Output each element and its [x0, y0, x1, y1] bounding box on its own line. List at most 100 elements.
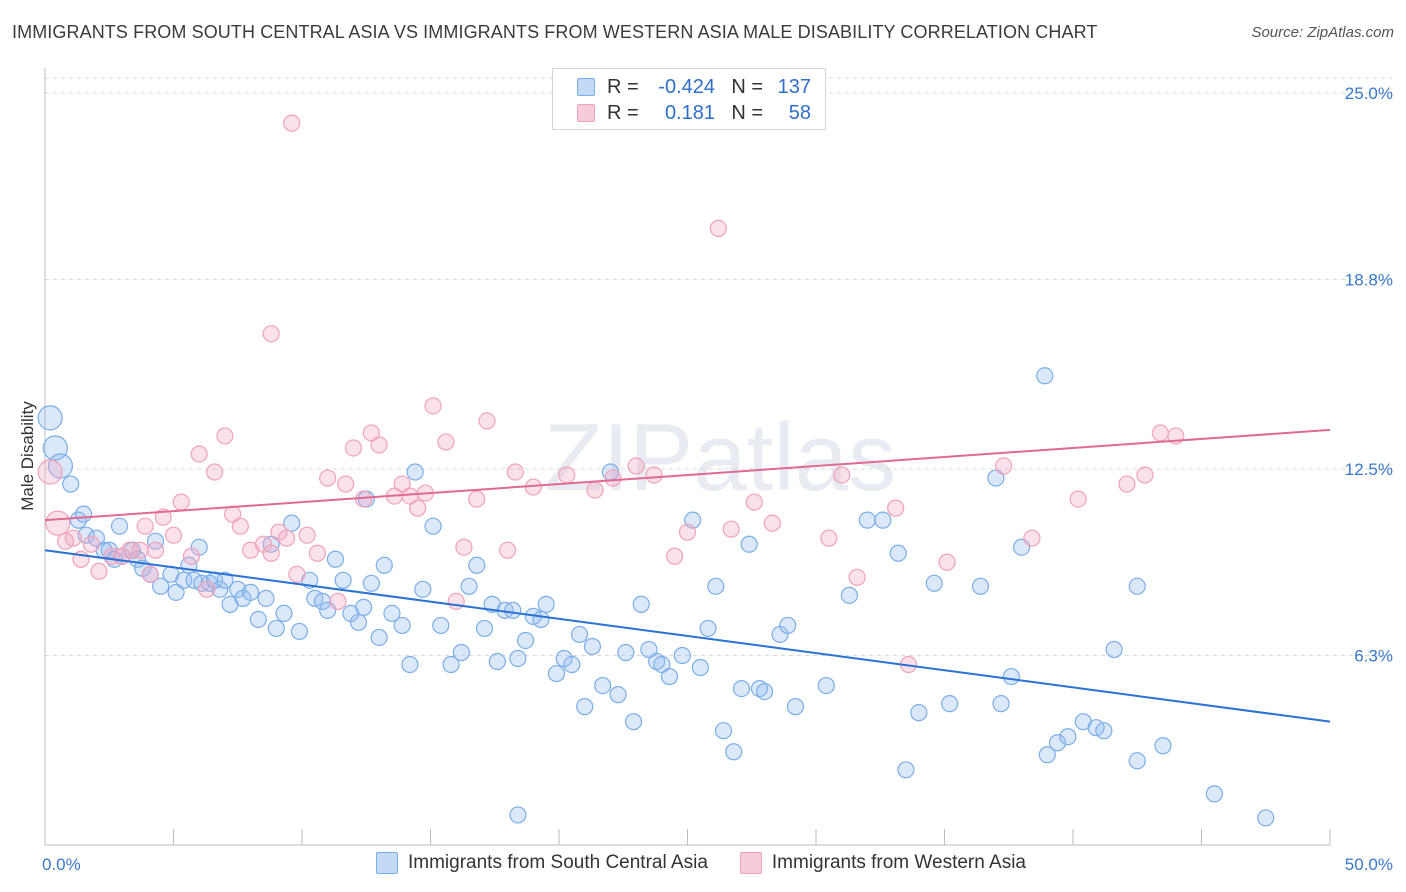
data-point — [488, 652, 506, 671]
data-point — [558, 466, 576, 484]
data-point — [182, 547, 201, 565]
data-point — [499, 541, 517, 559]
data-point — [666, 547, 684, 565]
data-point — [925, 574, 943, 592]
data-point — [249, 610, 267, 629]
legend-row-south-central-asia: R = -0.424 N = 137 — [577, 75, 811, 99]
data-point — [329, 592, 347, 610]
trend-line-western-asia — [44, 428, 1331, 522]
data-point — [987, 469, 1005, 487]
data-point — [1023, 529, 1041, 547]
trend-lines — [44, 428, 1331, 723]
data-point — [64, 529, 82, 547]
data-point — [337, 475, 355, 493]
x-tick-label-max: 50.0% — [1345, 855, 1393, 874]
data-point — [74, 505, 93, 523]
data-point — [745, 493, 763, 511]
data-point — [231, 517, 249, 535]
data-point — [288, 565, 306, 583]
data-point — [242, 583, 260, 601]
data-point — [678, 523, 697, 541]
data-point — [349, 613, 368, 632]
trend-line-south-central-asia — [44, 549, 1331, 723]
data-point — [1118, 475, 1136, 493]
data-point — [442, 655, 460, 674]
data-point — [817, 676, 835, 695]
data-point — [660, 667, 679, 686]
data-point — [355, 598, 373, 616]
data-point — [283, 514, 301, 532]
legend-n-label: N = — [731, 101, 763, 124]
data-point — [146, 532, 165, 550]
legend-r-label: R = — [607, 75, 639, 98]
data-point — [370, 436, 388, 454]
tick-labels: 6.3% 12.5% 18.8% 25.0% 0.0% 50.0% — [42, 84, 1393, 874]
gridlines — [45, 77, 1392, 657]
data-point — [645, 466, 663, 484]
data-point — [206, 463, 224, 481]
data-point — [1154, 737, 1172, 755]
data-point — [90, 562, 108, 580]
data-point — [755, 682, 774, 701]
data-point — [992, 695, 1010, 713]
data-point — [1257, 809, 1275, 827]
data-point — [401, 655, 419, 674]
data-point — [154, 508, 172, 526]
data-point — [617, 643, 635, 662]
data-point — [971, 577, 990, 595]
data-point — [152, 577, 170, 595]
data-point — [190, 445, 208, 463]
data-point — [887, 499, 905, 517]
data-point — [537, 595, 555, 613]
legend-r-value: 0.181 — [664, 101, 715, 124]
legend-item-western-asia: Immigrants from Western Asia — [739, 852, 1026, 874]
data-point — [131, 541, 149, 559]
data-point — [1095, 722, 1113, 740]
legend-n-value: 137 — [777, 75, 811, 98]
data-point — [82, 535, 100, 553]
data-point — [62, 475, 80, 493]
data-point — [383, 604, 401, 622]
data-point — [164, 526, 183, 544]
legend-label: Immigrants from South Central Asia — [408, 852, 708, 873]
data-point — [779, 616, 797, 635]
data-point — [45, 510, 71, 536]
data-point — [298, 526, 316, 544]
data-point — [1151, 424, 1169, 442]
data-point — [504, 601, 522, 619]
data-point — [995, 457, 1013, 475]
data-point — [319, 469, 337, 487]
legend-swatch-blue — [376, 852, 398, 874]
y-tick-label: 25.0% — [1345, 84, 1393, 103]
data-point — [707, 577, 725, 595]
data-point — [576, 698, 594, 716]
data-point — [326, 550, 345, 568]
data-point — [362, 574, 380, 592]
data-point — [277, 529, 296, 547]
legend-r-value: -0.424 — [658, 75, 715, 98]
data-point — [468, 490, 486, 508]
data-point — [609, 686, 627, 704]
data-point — [1059, 728, 1077, 746]
axes — [44, 68, 1331, 846]
series-legend: Immigrants from South Central Asia Immig… — [376, 852, 1058, 874]
y-tick-label: 12.5% — [1345, 460, 1393, 479]
data-point — [1002, 667, 1020, 686]
data-point — [624, 713, 643, 731]
data-point — [516, 631, 535, 650]
data-point — [1128, 752, 1146, 770]
data-point — [370, 628, 388, 647]
data-point — [910, 704, 928, 722]
data-point — [889, 544, 907, 562]
data-point — [709, 219, 727, 237]
data-point — [648, 652, 666, 671]
series-south-central-asia — [37, 367, 1275, 827]
data-point — [290, 622, 309, 641]
data-point — [37, 405, 63, 431]
data-point — [509, 806, 527, 824]
data-point — [257, 589, 275, 607]
data-point — [1205, 785, 1223, 803]
data-point — [1069, 490, 1087, 508]
data-point — [308, 544, 327, 562]
